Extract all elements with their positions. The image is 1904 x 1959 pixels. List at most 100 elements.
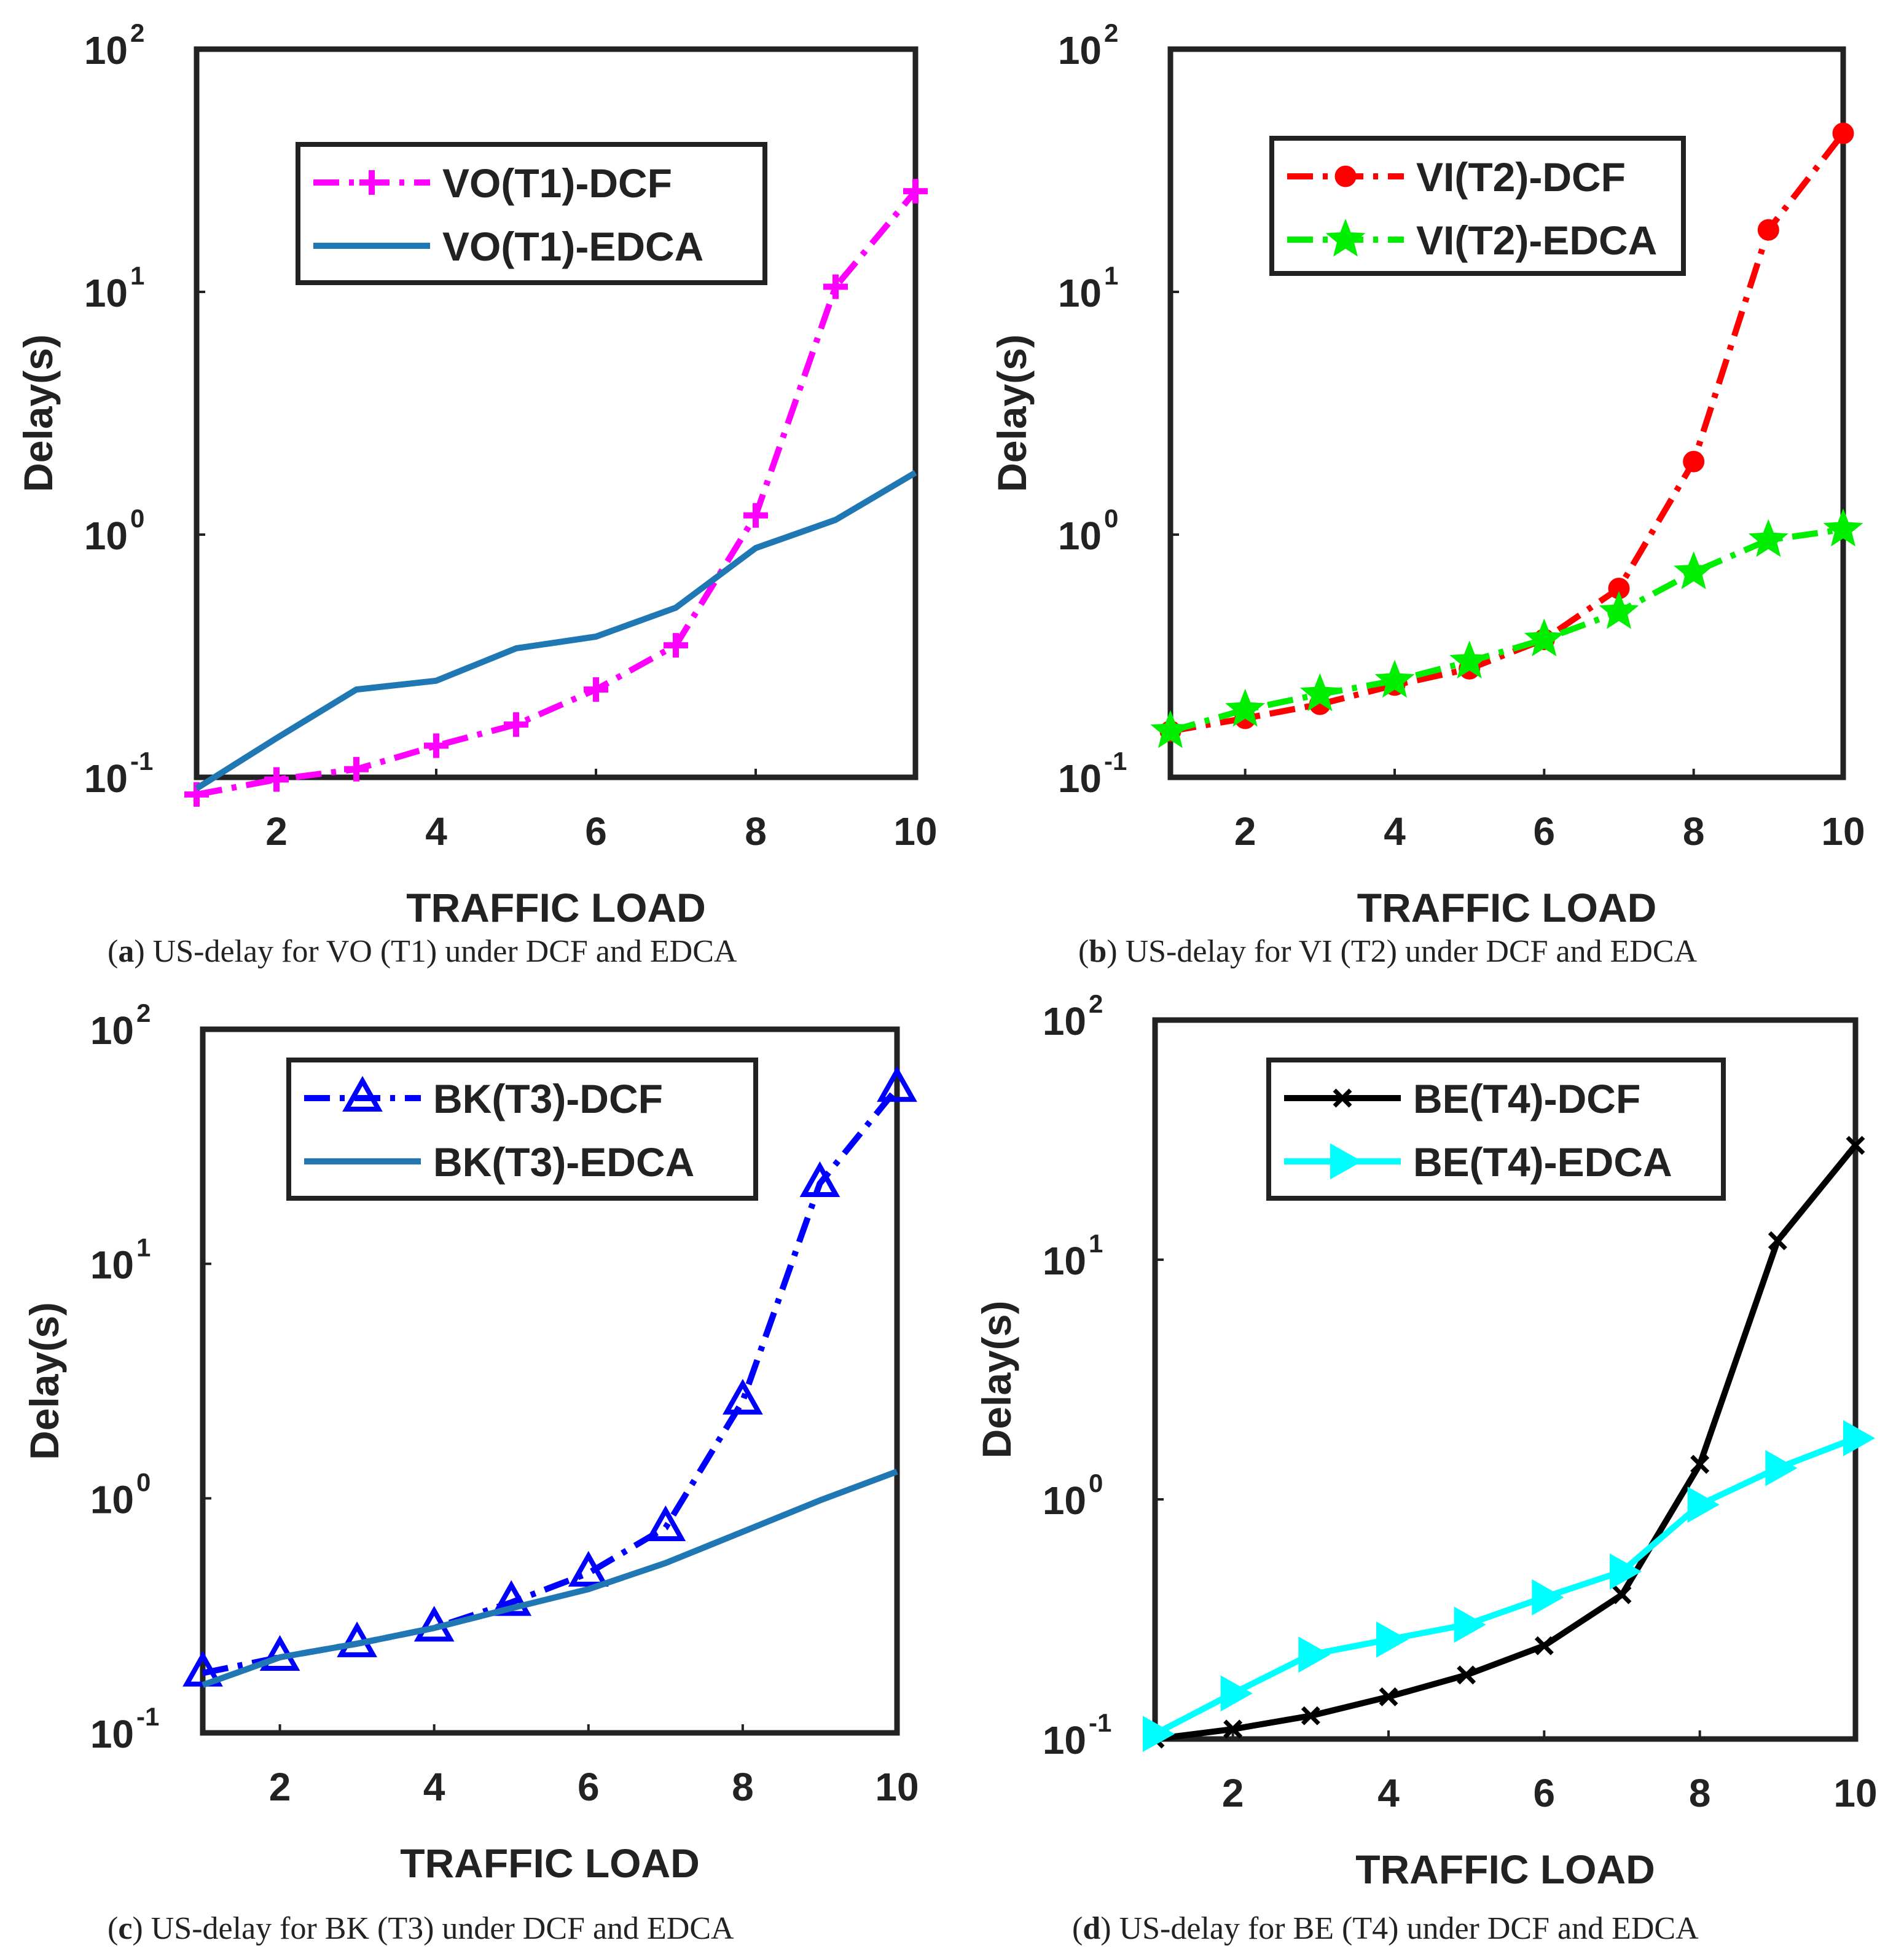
data-point-marker bbox=[584, 677, 608, 702]
legend-label: VO(T1)-DCF bbox=[442, 160, 672, 206]
y-tick-exponent: 0 bbox=[130, 504, 144, 533]
data-point-marker bbox=[877, 1066, 917, 1102]
x-tick-label: 6 bbox=[585, 809, 607, 854]
x-tick-label: 10 bbox=[893, 809, 937, 854]
legend-label: VI(T2)-EDCA bbox=[1416, 218, 1657, 263]
series-VO(T1)-EDCA bbox=[195, 469, 917, 791]
data-point-marker bbox=[1449, 640, 1490, 679]
y-tick-exponent: -1 bbox=[1089, 1708, 1111, 1737]
data-point-marker bbox=[1223, 1719, 1243, 1739]
data-point-marker bbox=[1612, 1585, 1632, 1604]
data-point-marker bbox=[1690, 1455, 1710, 1474]
data-point-marker bbox=[504, 712, 528, 737]
x-tick-label: 6 bbox=[1534, 809, 1556, 854]
y-tick-label: 10 bbox=[1043, 1478, 1086, 1523]
legend: BK(T3)-DCF BK(T3)-EDCA bbox=[286, 1058, 758, 1201]
y-tick-exponent: -1 bbox=[130, 747, 153, 775]
y-tick-exponent: 1 bbox=[136, 1233, 151, 1262]
y-tick-exponent: 2 bbox=[1104, 18, 1118, 47]
legend-label: VO(T1)-EDCA bbox=[442, 224, 703, 269]
x-tick-label: 4 bbox=[423, 1765, 445, 1809]
y-tick-label: 10 bbox=[1043, 999, 1086, 1043]
y-tick-label: 10 bbox=[84, 28, 128, 73]
x-tick-label: 4 bbox=[1384, 809, 1406, 854]
data-point-marker bbox=[903, 179, 928, 204]
data-point-marker bbox=[1748, 519, 1788, 557]
data-point-marker bbox=[1454, 1606, 1486, 1643]
data-point-marker bbox=[1524, 618, 1564, 657]
y-tick-label: 10 bbox=[90, 1477, 134, 1521]
data-point-marker bbox=[1687, 1486, 1720, 1523]
y-tick-label: 10 bbox=[1058, 514, 1102, 558]
series-line bbox=[196, 189, 918, 798]
y-tick-label: 10 bbox=[84, 756, 128, 801]
x-tick-label: 2 bbox=[1222, 1771, 1244, 1815]
data-point-marker bbox=[264, 767, 289, 792]
legend-label: BK(T3)-DCF bbox=[433, 1076, 663, 1121]
legend: VO(T1)-DCF VO(T1)-EDCA bbox=[296, 142, 767, 285]
y-tick-exponent: 2 bbox=[1089, 989, 1103, 1018]
series-line bbox=[195, 469, 917, 791]
y-tick-label: 10 bbox=[84, 514, 128, 558]
series-line bbox=[202, 1469, 898, 1688]
figure-caption: (a) US-delay for VO (T1) under DCF and E… bbox=[108, 934, 737, 969]
y-tick-exponent: 1 bbox=[1089, 1229, 1103, 1258]
y-tick-exponent: 0 bbox=[136, 1467, 151, 1496]
y-tick-label: 10 bbox=[84, 271, 128, 315]
x-tick-label: 10 bbox=[1833, 1771, 1877, 1815]
x-axis-label: TRAFFIC LOAD bbox=[400, 1840, 700, 1886]
data-point-marker bbox=[1330, 1143, 1363, 1180]
data-point-marker bbox=[1610, 1553, 1642, 1590]
legend-frame bbox=[296, 142, 767, 285]
data-point-marker bbox=[645, 1505, 686, 1542]
x-tick-label: 8 bbox=[1689, 1771, 1711, 1815]
data-point-marker bbox=[1843, 1420, 1876, 1456]
x-tick-label: 10 bbox=[1821, 809, 1865, 854]
data-point-marker bbox=[1674, 551, 1714, 589]
x-axis-label: TRAFFIC LOAD bbox=[406, 885, 706, 930]
legend-label: BE(T4)-EDCA bbox=[1413, 1139, 1672, 1185]
series-BK(T3)-EDCA bbox=[202, 1469, 898, 1688]
data-point-marker bbox=[1301, 1706, 1320, 1725]
legend-frame bbox=[1266, 1058, 1726, 1201]
y-tick-exponent: 2 bbox=[130, 18, 144, 47]
x-tick-label: 8 bbox=[1683, 809, 1705, 854]
y-axis-label: Delay(s) bbox=[15, 334, 61, 492]
x-tick-label: 2 bbox=[269, 1765, 291, 1809]
series-BE(T4)-EDCA bbox=[1143, 1420, 1876, 1753]
y-tick-label: 10 bbox=[1043, 1239, 1086, 1283]
data-point-marker bbox=[1374, 659, 1415, 698]
legend-label: BE(T4)-DCF bbox=[1413, 1076, 1640, 1121]
data-point-marker bbox=[1298, 1636, 1331, 1673]
series-line bbox=[1169, 526, 1844, 734]
data-point-marker bbox=[1823, 508, 1863, 547]
y-tick-label: 10 bbox=[1043, 1718, 1086, 1762]
x-tick-label: 4 bbox=[425, 809, 447, 854]
y-tick-exponent: -1 bbox=[1104, 747, 1127, 775]
figure-caption: (c) US-delay for BK (T3) under DCF and E… bbox=[108, 1911, 734, 1946]
y-tick-exponent: 0 bbox=[1104, 504, 1118, 533]
y-tick-exponent: 1 bbox=[1104, 261, 1118, 290]
data-point-marker bbox=[424, 733, 449, 758]
x-axis-label: TRAFFIC LOAD bbox=[1355, 1847, 1655, 1892]
x-tick-label: 8 bbox=[745, 809, 767, 854]
data-point-marker bbox=[1832, 122, 1854, 144]
data-point-marker bbox=[1457, 1665, 1476, 1685]
x-tick-label: 8 bbox=[732, 1765, 754, 1809]
data-point-marker bbox=[1379, 1687, 1398, 1706]
legend-label: VI(T2)-DCF bbox=[1416, 154, 1626, 200]
data-point-marker bbox=[1846, 1136, 1865, 1155]
x-tick-label: 2 bbox=[1234, 809, 1256, 854]
series-line bbox=[1154, 1143, 1858, 1742]
y-tick-label: 10 bbox=[90, 1712, 134, 1756]
y-tick-label: 10 bbox=[1058, 756, 1102, 801]
data-point-marker bbox=[1143, 1716, 1175, 1753]
data-point-marker bbox=[1376, 1621, 1409, 1658]
series-line bbox=[1153, 1435, 1857, 1737]
data-point-marker bbox=[1299, 673, 1340, 712]
y-tick-exponent: 1 bbox=[130, 261, 144, 290]
